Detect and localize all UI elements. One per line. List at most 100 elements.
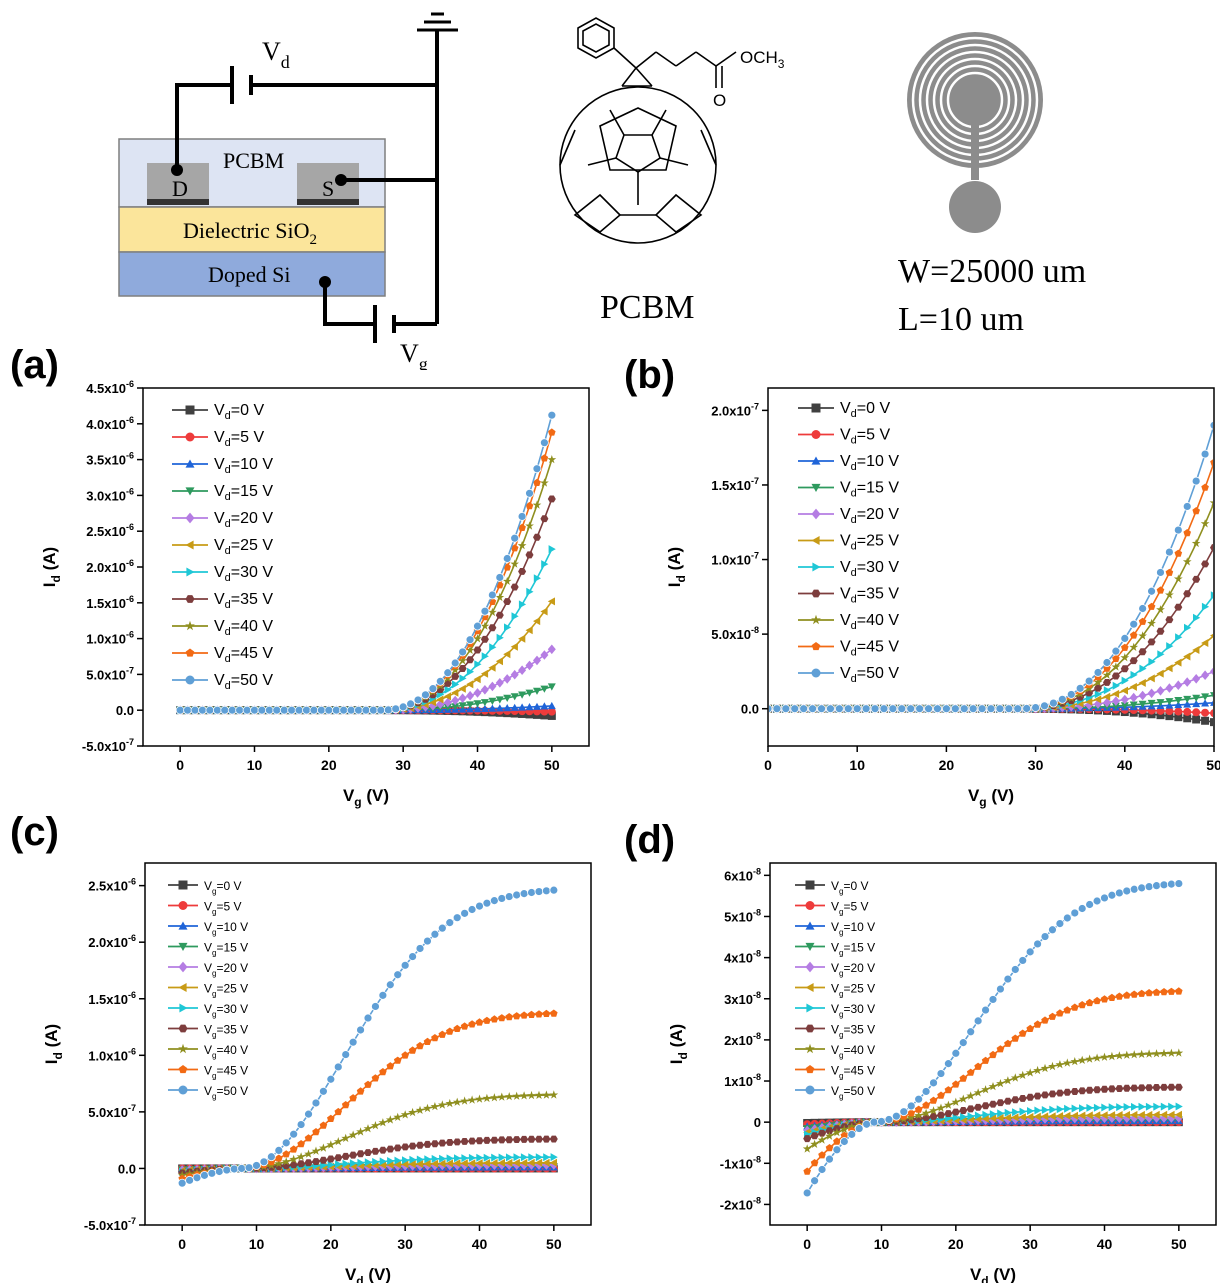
interdigitated-electrode	[907, 32, 1043, 233]
data-point	[1192, 699, 1201, 708]
data-point	[549, 1090, 559, 1099]
data-point	[843, 704, 853, 714]
data-point	[480, 606, 490, 616]
data-point	[540, 478, 549, 487]
panel-label-c: (c)	[10, 810, 59, 854]
data-point	[1174, 879, 1184, 888]
data-point	[402, 1156, 410, 1165]
data-point	[309, 705, 319, 715]
channel-length-label: L=10 um	[898, 301, 1024, 338]
data-point	[400, 960, 410, 970]
drain-label: D	[172, 176, 188, 201]
data-point	[506, 1153, 514, 1162]
x-tick-label: 40	[472, 1236, 488, 1252]
data-point	[1156, 711, 1165, 720]
data-point	[495, 573, 505, 582]
legend-label: Vd=45 V	[840, 639, 899, 659]
data-point	[906, 704, 916, 714]
legend-marker	[178, 880, 188, 890]
data-point	[505, 1136, 514, 1144]
y-tick-label: 4.5x10-6	[86, 379, 134, 396]
data-point	[1192, 646, 1200, 654]
data-point	[490, 1093, 499, 1102]
data-point	[348, 1130, 358, 1139]
legend-label: Vg=35 V	[831, 1023, 875, 1040]
data-point	[921, 1087, 931, 1096]
data-point	[458, 693, 467, 703]
legend-marker	[812, 562, 821, 572]
data-point	[1144, 1049, 1154, 1058]
legend-entry: Vd=0 V	[172, 402, 264, 422]
data-point	[1111, 696, 1120, 706]
y-tick-label: 4x10-8	[724, 949, 761, 966]
data-point	[266, 1152, 276, 1162]
legend-label: Vg=10 V	[204, 920, 248, 937]
x-tick-label: 40	[470, 757, 486, 773]
data-point	[311, 1098, 321, 1108]
data-point	[1031, 703, 1041, 712]
data-point	[542, 886, 551, 896]
legend-label: Vg=0 V	[831, 879, 869, 896]
data-point	[487, 590, 497, 600]
data-point	[1210, 633, 1213, 638]
data-point	[1120, 702, 1129, 710]
data-point	[1084, 684, 1094, 693]
data-point	[357, 1158, 365, 1167]
data-point	[1137, 1110, 1145, 1119]
x-tick-label: 50	[544, 757, 560, 773]
data-point	[498, 1014, 506, 1022]
legend-entry: Vd=0 V	[798, 400, 890, 420]
data-point	[504, 892, 514, 901]
data-point	[884, 1115, 894, 1124]
data-point	[518, 703, 527, 711]
data-point	[1026, 1093, 1035, 1101]
data-point	[1210, 459, 1213, 466]
data-point	[446, 1027, 454, 1035]
data-point	[393, 1144, 402, 1152]
legend-label: Vd=15 V	[840, 480, 899, 500]
data-point	[810, 1176, 820, 1186]
data-point	[960, 1112, 968, 1121]
legend-entry: Vd=50 V	[798, 665, 899, 685]
data-point	[1182, 502, 1192, 511]
data-point	[371, 1121, 380, 1130]
data-point	[495, 678, 504, 688]
data-point	[393, 1056, 402, 1064]
data-point	[495, 611, 504, 619]
data-point	[229, 1164, 239, 1174]
data-point	[468, 1159, 476, 1168]
data-point	[973, 1016, 983, 1026]
data-point	[1111, 646, 1121, 656]
data-point	[996, 1099, 1005, 1107]
data-point	[466, 701, 475, 709]
data-point	[503, 694, 512, 702]
data-point	[349, 1159, 358, 1168]
data-point	[1112, 681, 1120, 690]
plot-area	[175, 410, 557, 720]
data-point	[349, 1151, 358, 1159]
data-point	[264, 705, 274, 715]
data-point	[1115, 1051, 1124, 1060]
data-point	[445, 1098, 455, 1108]
data-point	[1165, 698, 1174, 706]
data-point	[520, 1153, 529, 1162]
data-point	[452, 913, 462, 923]
data-point	[1027, 1107, 1035, 1115]
data-point	[346, 705, 356, 715]
data-point	[200, 1170, 209, 1180]
data-point	[959, 1074, 968, 1082]
data-point	[937, 1091, 945, 1099]
data-point	[1111, 702, 1120, 710]
y-tick-label: 5x10-8	[724, 907, 761, 924]
data-point	[1174, 1083, 1183, 1091]
data-point	[1055, 1112, 1064, 1120]
x-tick-label: 10	[849, 757, 865, 773]
data-point	[897, 704, 907, 714]
legend-entry: Vg=5 V	[168, 900, 242, 917]
data-point	[832, 1128, 842, 1137]
data-point	[981, 1085, 990, 1094]
data-point	[958, 1094, 968, 1103]
data-point	[227, 705, 237, 715]
y-tick-label: 5.0x10-8	[711, 625, 759, 642]
y-tick-label: 1.0x10-6	[88, 1046, 136, 1063]
